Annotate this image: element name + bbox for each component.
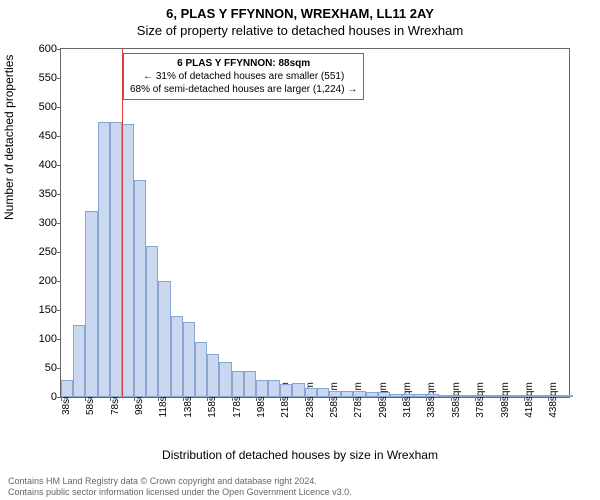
y-tick-mark xyxy=(57,281,61,282)
histogram-plot: 6 PLAS Y FFYNNON: 88sqm ← 31% of detache… xyxy=(60,48,570,398)
x-tick-label: 398sqm xyxy=(500,382,511,418)
x-tick-label: 318sqm xyxy=(402,382,413,418)
x-tick-label: 438sqm xyxy=(548,382,559,418)
histogram-bar xyxy=(451,395,463,397)
histogram-bar xyxy=(390,394,402,397)
histogram-bar xyxy=(232,371,244,397)
y-tick-mark xyxy=(57,194,61,195)
y-tick-mark xyxy=(57,310,61,311)
histogram-bar xyxy=(256,380,268,397)
histogram-bar xyxy=(280,384,292,397)
y-tick-label: 250 xyxy=(39,246,57,258)
histogram-bar xyxy=(366,392,378,397)
annotation-line2: ← 31% of detached houses are smaller (55… xyxy=(130,70,357,83)
histogram-bar xyxy=(292,383,304,398)
y-tick-label: 400 xyxy=(39,159,57,171)
y-tick-label: 550 xyxy=(39,72,57,84)
x-tick-label: 358sqm xyxy=(451,382,462,418)
y-tick-mark xyxy=(57,49,61,50)
histogram-bar xyxy=(439,395,451,397)
histogram-bar xyxy=(402,394,414,397)
histogram-bar xyxy=(244,371,256,397)
histogram-bar xyxy=(548,395,560,397)
y-tick-mark xyxy=(57,78,61,79)
histogram-bar xyxy=(560,395,572,397)
histogram-bar xyxy=(524,395,536,397)
annotation-box: 6 PLAS Y FFYNNON: 88sqm ← 31% of detache… xyxy=(123,53,364,100)
histogram-bar xyxy=(122,124,134,397)
histogram-bar xyxy=(219,362,231,397)
x-tick-label: 298sqm xyxy=(378,382,389,418)
y-tick-label: 300 xyxy=(39,217,57,229)
histogram-bar xyxy=(268,380,280,397)
y-tick-mark xyxy=(57,165,61,166)
y-tick-label: 0 xyxy=(51,391,57,403)
y-tick-mark xyxy=(57,136,61,137)
y-tick-mark xyxy=(57,223,61,224)
histogram-bar xyxy=(110,122,122,398)
x-axis-label: Distribution of detached houses by size … xyxy=(0,448,600,462)
x-tick-label: 418sqm xyxy=(524,382,535,418)
x-tick-label: 378sqm xyxy=(475,382,486,418)
y-tick-label: 600 xyxy=(39,43,57,55)
histogram-bar xyxy=(378,392,390,397)
x-tick-label: 338sqm xyxy=(426,382,437,418)
y-tick-label: 50 xyxy=(45,362,57,374)
histogram-bar xyxy=(426,394,438,397)
histogram-bar xyxy=(353,391,365,397)
y-axis-label: Number of detached properties xyxy=(2,55,16,220)
histogram-bar xyxy=(487,395,499,397)
histogram-bar xyxy=(317,388,329,397)
histogram-bar xyxy=(85,211,97,397)
property-marker-line xyxy=(122,49,123,397)
histogram-bar xyxy=(61,380,73,397)
footer-line2: Contains public sector information licen… xyxy=(8,487,352,498)
y-tick-label: 350 xyxy=(39,188,57,200)
annotation-line1: 6 PLAS Y FFYNNON: 88sqm xyxy=(130,57,357,70)
y-tick-mark xyxy=(57,339,61,340)
histogram-bar xyxy=(305,388,317,397)
histogram-bar xyxy=(512,395,524,397)
histogram-bar xyxy=(475,395,487,397)
histogram-bar xyxy=(341,391,353,397)
x-tick-label: 258sqm xyxy=(329,382,340,418)
histogram-bar xyxy=(183,322,195,397)
y-tick-label: 100 xyxy=(39,333,57,345)
histogram-bar xyxy=(329,391,341,397)
histogram-bar xyxy=(134,180,146,398)
histogram-bar xyxy=(158,281,170,397)
annotation-line3: 68% of semi-detached houses are larger (… xyxy=(130,83,357,96)
footer-line1: Contains HM Land Registry data © Crown c… xyxy=(8,476,352,487)
y-tick-mark xyxy=(57,252,61,253)
footer-attribution: Contains HM Land Registry data © Crown c… xyxy=(8,476,352,498)
histogram-bar xyxy=(207,354,219,398)
chart-title-address: 6, PLAS Y FFYNNON, WREXHAM, LL11 2AY xyxy=(0,0,600,21)
y-tick-label: 500 xyxy=(39,101,57,113)
histogram-bar xyxy=(73,325,85,398)
histogram-bar xyxy=(98,122,110,398)
histogram-bar xyxy=(414,394,426,397)
y-tick-mark xyxy=(57,368,61,369)
y-tick-label: 200 xyxy=(39,275,57,287)
y-tick-mark xyxy=(57,107,61,108)
histogram-bar xyxy=(171,316,183,397)
histogram-bar xyxy=(195,342,207,397)
histogram-bar xyxy=(500,395,512,397)
y-tick-label: 150 xyxy=(39,304,57,316)
y-tick-label: 450 xyxy=(39,130,57,142)
histogram-bar xyxy=(463,395,475,397)
histogram-bar xyxy=(536,395,548,397)
x-tick-label: 278sqm xyxy=(353,382,364,418)
histogram-bar xyxy=(146,246,158,397)
chart-title-desc: Size of property relative to detached ho… xyxy=(0,21,600,38)
